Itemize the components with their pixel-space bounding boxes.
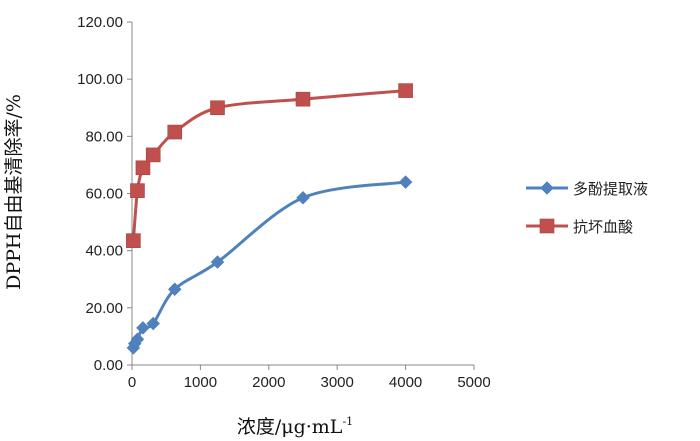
x-axis-title-superscript: -1 <box>342 415 353 428</box>
legend-label: 抗坏血酸 <box>573 218 633 236</box>
x-tick-label: 4000 <box>389 374 422 391</box>
y-tick-label: 40.00 <box>85 243 123 260</box>
data-point <box>145 147 161 163</box>
y-tick-label: 100.00 <box>77 71 123 88</box>
data-point <box>136 320 150 335</box>
x-tick-label: 2000 <box>252 374 285 391</box>
series-line <box>131 180 408 350</box>
legend-marker <box>539 218 555 234</box>
data-point <box>146 316 161 331</box>
y-tick-label: 60.00 <box>85 186 123 203</box>
data-point <box>296 190 310 205</box>
legend-marker <box>540 181 554 195</box>
x-axis-title: 浓度/μg·mL-1 <box>237 415 353 438</box>
y-axis-title: DPPH自由基清除率/% <box>3 94 25 290</box>
x-tick-label: 3000 <box>321 374 354 391</box>
data-point <box>210 255 225 269</box>
series-layer <box>126 83 413 355</box>
x-tick-label: 5000 <box>457 374 490 391</box>
data-point <box>167 124 183 140</box>
x-tick-label: 1000 <box>184 374 217 391</box>
axes: 0.00 20.00 40.00 60.00 80.00 100.00 120.00 0 100… <box>77 14 491 391</box>
y-tick-label: 20.00 <box>85 300 123 317</box>
y-tick-label: 80.00 <box>85 128 123 145</box>
series-2 <box>126 83 413 248</box>
legend-label: 多酚提取液 <box>573 180 648 198</box>
x-tick-label: 0 <box>128 374 136 391</box>
data-point <box>295 91 311 107</box>
data-point <box>210 100 225 116</box>
data-point <box>130 183 145 198</box>
legend-item: 多酚提取液 <box>526 180 648 198</box>
y-tick-label: 0.00 <box>94 357 123 374</box>
legend-item: 抗坏血酸 <box>526 218 633 236</box>
data-point <box>135 160 151 176</box>
data-point <box>167 282 182 297</box>
data-point <box>126 233 141 248</box>
data-point <box>398 175 413 189</box>
data-point <box>398 83 413 98</box>
series-1 <box>126 175 413 355</box>
y-tick-label: 120.00 <box>77 14 123 31</box>
data-point <box>130 332 145 347</box>
